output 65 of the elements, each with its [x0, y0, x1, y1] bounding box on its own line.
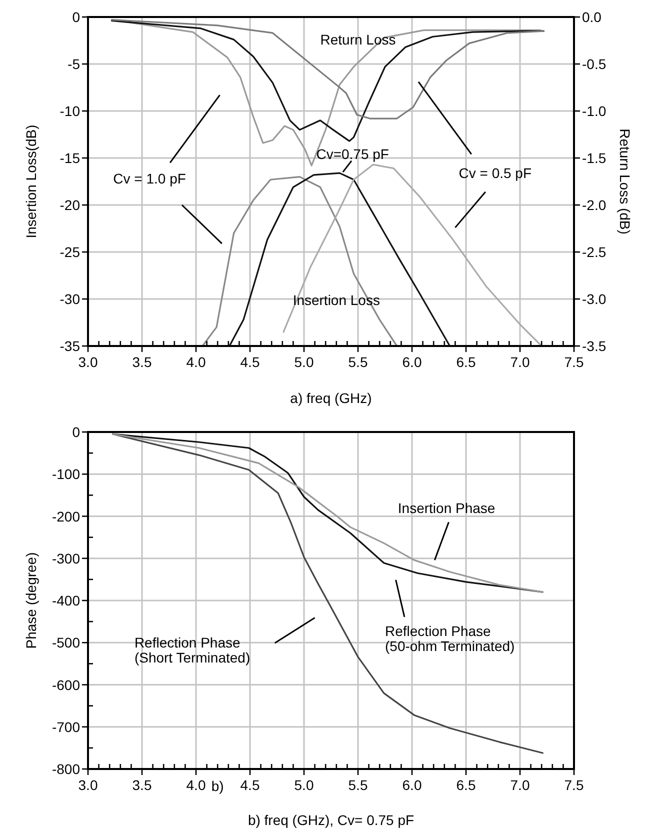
y-tick-label: -15	[60, 150, 80, 166]
line-series	[110, 19, 545, 120]
y-tick-label: -35	[60, 338, 80, 354]
x-tick-label: 6.0	[402, 354, 422, 370]
y2-tick-label: -0.5	[582, 56, 606, 72]
y-axis-title: Insertion Loss(dB)	[23, 124, 39, 238]
y-tick-label: -800	[52, 761, 80, 777]
y2-tick-label: -2.5	[582, 244, 606, 260]
y-tick-label: 0	[72, 424, 80, 440]
line-series	[112, 433, 544, 593]
y2-axis-title: Return Loss (dB)	[617, 128, 633, 234]
x-tick-label: 6.0	[402, 777, 422, 793]
x-tick-label: 4.0	[186, 354, 206, 370]
x-tick-label: 5.0	[294, 354, 314, 370]
y-tick-label: -25	[60, 244, 80, 260]
x-tick-label: 3.0	[78, 777, 98, 793]
y2-tick-label: -3.5	[582, 338, 606, 354]
y-axis-title: Phase (degree)	[23, 552, 39, 649]
x-tick-label: 5.5	[348, 777, 368, 793]
annotation: Insertion Loss	[292, 292, 380, 308]
line-series	[112, 433, 544, 754]
annotation: Reflection Phase (50-ohm Terminated)	[385, 622, 515, 654]
y-tick-label: -100	[52, 466, 80, 482]
x-tick-label: 7.5	[564, 354, 584, 370]
x-tick-label: 4.5	[240, 354, 260, 370]
annotation: Cv = 0.5 pF	[458, 165, 532, 182]
x-tick-label: 7.5	[564, 777, 584, 793]
annotation: Return Loss	[320, 32, 396, 48]
x-tick-label: 5.5	[348, 354, 368, 370]
y2-tick-label: -1.5	[582, 150, 606, 166]
annotation: Cv=0.75 pF	[316, 146, 389, 162]
x-tick-label: 4.0	[186, 777, 206, 793]
x-tick-label: 3.5	[132, 777, 152, 793]
y-tick-label: -20	[60, 197, 80, 213]
y2-tick-label: -1.0	[582, 103, 606, 119]
y-tick-label: -10	[60, 103, 80, 119]
y-tick-label: 0	[72, 9, 80, 25]
y-tick-label: -600	[52, 676, 80, 693]
annotation: Reflection Phase (Short Terminated)	[134, 634, 250, 666]
line-series	[228, 172, 451, 347]
y2-tick-label: -2.0	[582, 197, 606, 213]
x-tick-label: 7.0	[510, 777, 530, 793]
y-tick-label: -30	[60, 291, 80, 307]
x-tick-label: 7.0	[510, 354, 530, 370]
x-tick-label: 5.0	[294, 777, 314, 793]
y-tick-label: -500	[52, 634, 80, 651]
y-tick-label: -700	[52, 718, 80, 735]
y-tick-label: -400	[52, 592, 80, 608]
x-tick-label: 4.5	[240, 777, 260, 793]
y2-tick-label: -3.0	[582, 291, 606, 307]
annotation: Cv = 1.0 pF	[113, 170, 186, 187]
x-tick-label: 6.5	[456, 777, 476, 793]
x-tick-label: 3.5	[132, 354, 152, 370]
y-tick-label: -300	[52, 550, 80, 566]
x-tick-label: 3.0	[78, 354, 98, 370]
line-series	[202, 176, 398, 347]
y2-tick-label: 0.0	[582, 9, 602, 25]
line-series	[282, 164, 542, 347]
x-tick-label: 6.5	[456, 354, 476, 370]
x-axis-title: a) freq (GHz)	[290, 390, 372, 406]
text: b)	[211, 778, 224, 794]
x-axis-title: b) freq (GHz), Cv= 0.75 pF	[248, 812, 414, 828]
y-tick-label: -5	[68, 56, 80, 72]
y-tick-label: -200	[52, 508, 80, 524]
annotation: Insertion Phase	[398, 500, 496, 516]
